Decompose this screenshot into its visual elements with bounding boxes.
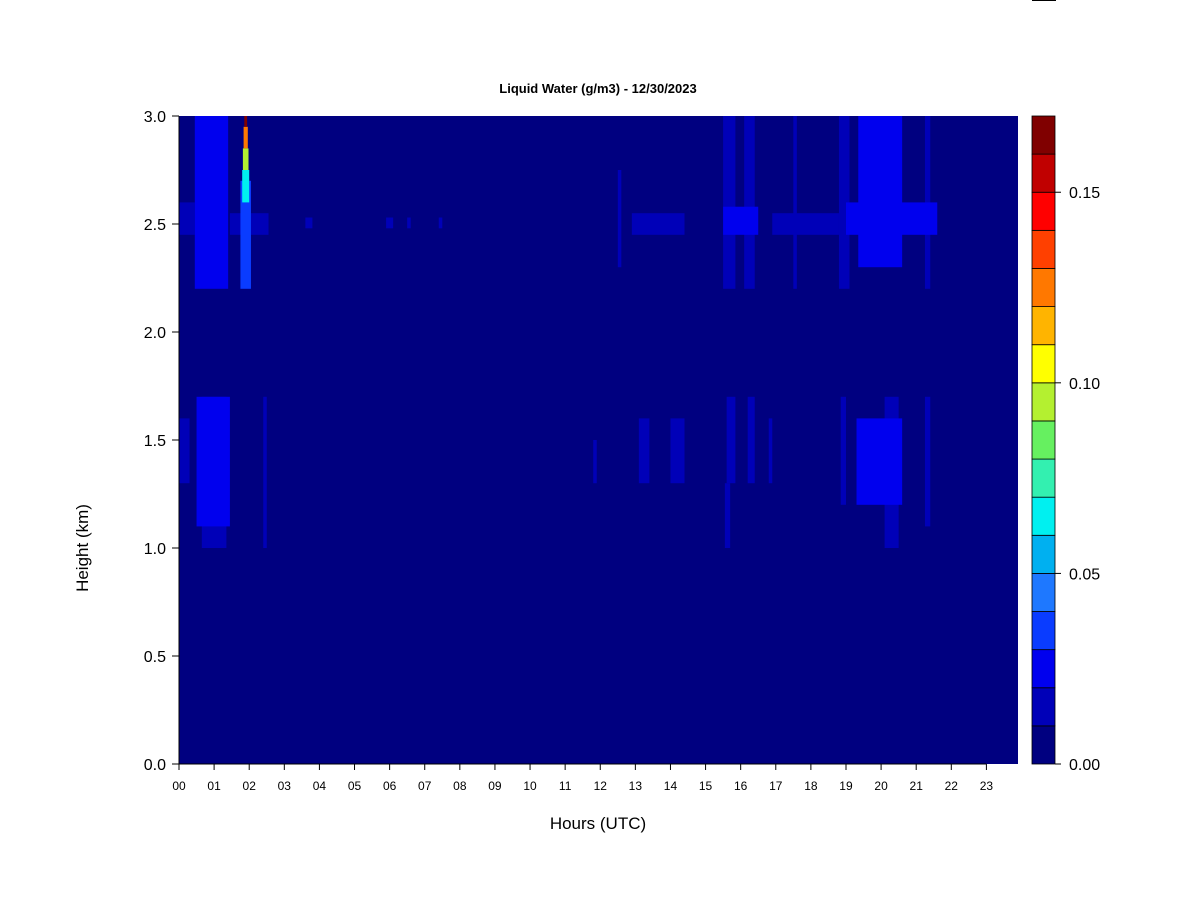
colorbar-segment — [1031, 573, 1056, 612]
colorbar-segment — [1031, 115, 1056, 155]
colorbar-tick-label: 0.05 — [1069, 566, 1100, 583]
y-tick-label: 1.0 — [144, 541, 166, 558]
heatmap-cell — [856, 418, 903, 505]
y-tick-label: 3.0 — [144, 109, 166, 126]
heatmap-cell — [386, 217, 394, 229]
y-tick-label: 1.5 — [144, 433, 166, 450]
heatmap-cell — [263, 396, 267, 548]
heatmap-cell — [858, 116, 903, 268]
colorbar-segment — [1031, 382, 1056, 422]
x-tick-label: 21 — [910, 779, 924, 793]
y-tick-label: 0.5 — [144, 649, 166, 666]
colorbar-segment — [1031, 420, 1056, 460]
x-tick-label: 13 — [629, 779, 643, 793]
x-tick-label: 19 — [839, 779, 853, 793]
colorbar-segment — [1031, 458, 1056, 498]
heatmap-cell — [617, 170, 622, 268]
heatmap-cell — [179, 418, 190, 484]
heatmap-cell — [438, 217, 443, 229]
colorbar-segment — [1031, 725, 1056, 765]
x-tick-label: 08 — [453, 779, 467, 793]
x-tick-label: 09 — [488, 779, 502, 793]
colorbar-segment — [1031, 191, 1056, 231]
colorbar-segment — [1031, 611, 1056, 651]
x-axis-label: Hours (UTC) — [550, 814, 646, 833]
heatmap-cell — [179, 202, 195, 235]
heatmap-cell — [670, 418, 685, 484]
colorbar-segment — [1031, 649, 1056, 689]
x-tick-label: 20 — [874, 779, 888, 793]
heatmap-cell — [793, 116, 797, 289]
x-tick-label: 03 — [278, 779, 292, 793]
heatmap-cell — [724, 483, 731, 548]
heatmap-cell — [242, 148, 249, 170]
y-axis-label: Height (km) — [73, 504, 92, 592]
top-right-edge-mark — [1032, 0, 1056, 1]
y-axis: 0.0 0.5 1.0 1.5 2.0 2.5 3.0 — [144, 109, 180, 774]
heatmap-cell — [407, 217, 411, 229]
colorbar-segment — [1031, 229, 1056, 269]
heatmap-cell — [242, 170, 250, 203]
x-tick-label: 14 — [664, 779, 678, 793]
heatmap-cell — [747, 396, 755, 484]
colorbar-tick-label: 0.10 — [1069, 376, 1100, 393]
heatmap-cell — [244, 116, 248, 127]
heatmap-cell — [243, 126, 248, 149]
x-tick-label: 22 — [945, 779, 959, 793]
y-tick-label: 0.0 — [144, 757, 166, 774]
colorbar-tick-label: 0.15 — [1069, 185, 1100, 202]
heatmap-cell — [638, 418, 650, 484]
x-tick-label: 01 — [207, 779, 221, 793]
x-axis: 00 01 02 03 04 05 06 07 08 09 10 11 12 13 14 15 16 17 18 19… — [172, 763, 994, 793]
colorbar-segment — [1031, 534, 1056, 574]
heatmap-cell — [196, 396, 230, 527]
colorbar-segment — [1031, 268, 1056, 307]
y-tick-label: 2.5 — [144, 217, 166, 234]
x-tick-label: 18 — [804, 779, 818, 793]
colorbar-segment — [1031, 153, 1056, 193]
heatmap-cell — [194, 116, 229, 289]
x-tick-label: 23 — [980, 779, 994, 793]
heatmap-cell — [924, 396, 931, 527]
heatmap-cell — [723, 116, 736, 289]
colorbar-tick-label: 0.00 — [1069, 757, 1100, 774]
x-tick-label: 07 — [418, 779, 432, 793]
heatmap-cell — [726, 396, 736, 484]
x-tick-label: 04 — [313, 779, 327, 793]
chart-title: Liquid Water (g/m3) - 12/30/2023 — [499, 81, 696, 96]
colorbar-segment — [1031, 496, 1056, 536]
heatmap-cell — [723, 206, 759, 235]
x-tick-label: 17 — [769, 779, 783, 793]
x-tick-label: 12 — [594, 779, 608, 793]
heatmap-plot-area — [179, 116, 1018, 764]
heatmap-cell — [840, 396, 846, 505]
heatmap-cell — [768, 418, 773, 484]
x-tick-label: 11 — [559, 779, 572, 793]
x-tick-label: 00 — [172, 779, 186, 793]
colorbar: 0.00 0.05 0.10 0.15 — [1031, 115, 1100, 774]
heatmap-cell — [593, 440, 597, 484]
x-tick-label: 10 — [523, 779, 537, 793]
x-tick-label: 06 — [383, 779, 397, 793]
heatmap-cell — [838, 116, 850, 289]
heatmap-cell — [240, 180, 251, 289]
heatmap-cell — [744, 116, 755, 289]
x-tick-label: 16 — [734, 779, 748, 793]
heatmap-cell — [772, 213, 839, 235]
colorbar-segment — [1031, 687, 1056, 727]
x-tick-label: 15 — [699, 779, 713, 793]
y-tick-label: 2.0 — [144, 325, 166, 342]
colorbar-segment — [1031, 344, 1056, 384]
x-tick-label: 05 — [348, 779, 362, 793]
heatmap-cell — [305, 217, 313, 229]
heatmap-cell — [631, 213, 685, 235]
colorbar-segment — [1031, 306, 1056, 346]
x-tick-label: 02 — [243, 779, 257, 793]
